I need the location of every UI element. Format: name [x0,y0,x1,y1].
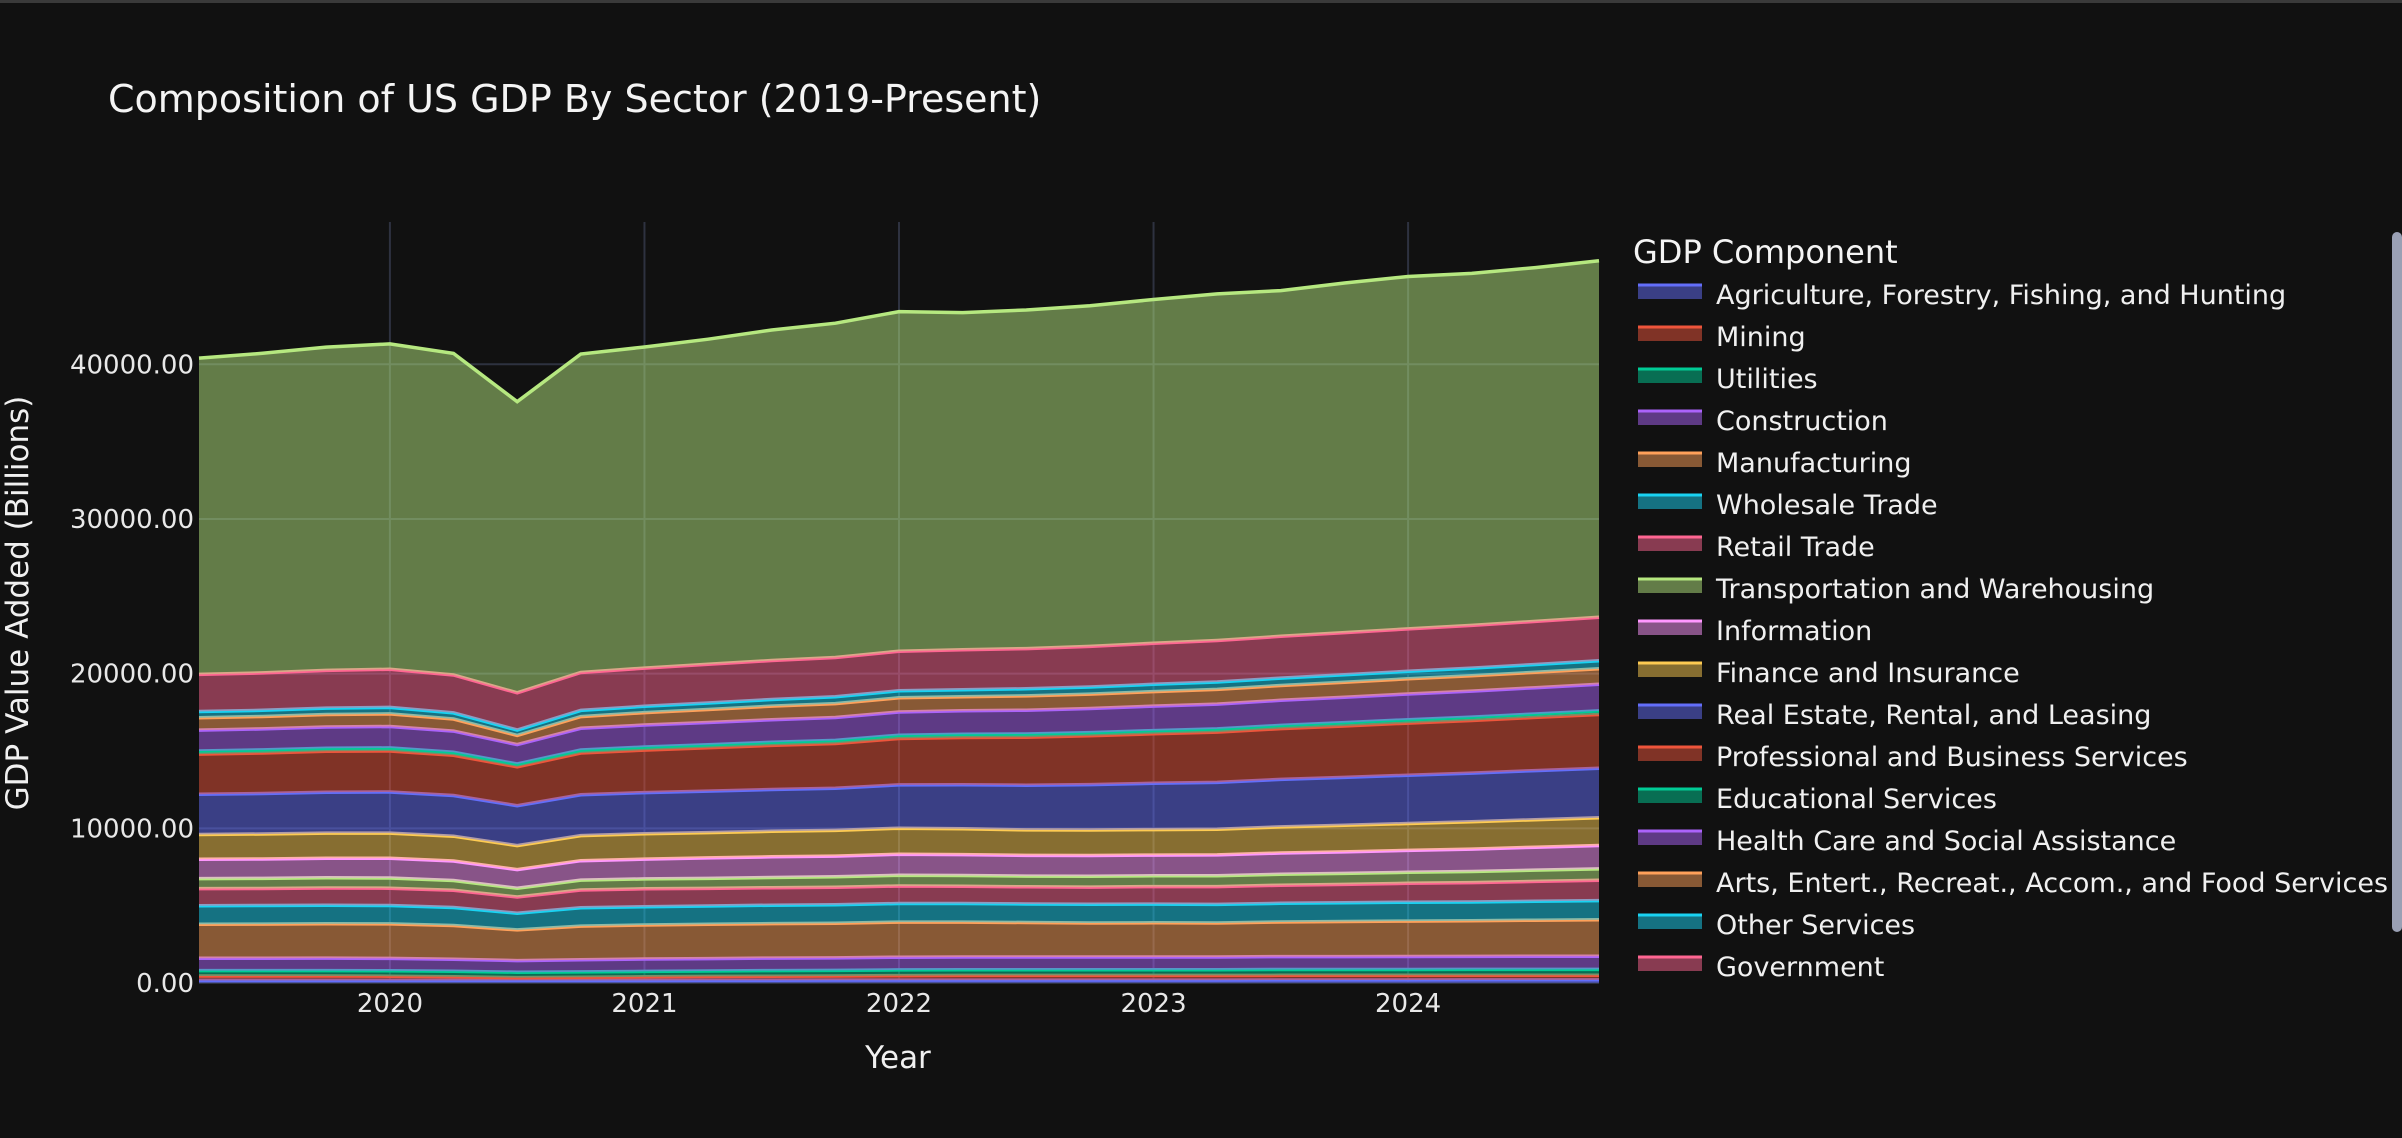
legend-swatch [1638,369,1702,383]
legend-swatch [1638,831,1702,845]
legend[interactable]: Agriculture, Forestry, Fishing, and Hunt… [1638,280,2388,983]
legend-label: Real Estate, Rental, and Leasing [1716,700,2151,731]
legend-item[interactable]: Finance and Insurance [1638,658,2020,689]
legend-swatch [1638,327,1702,341]
legend-item[interactable]: Agriculture, Forestry, Fishing, and Hunt… [1638,280,2286,311]
legend-item[interactable]: Retail Trade [1638,532,1875,563]
x-tick-label: 2022 [866,989,932,1019]
legend-swatch [1638,621,1702,635]
legend-item[interactable]: Government [1638,952,1884,983]
legend-label: Utilities [1716,364,1818,395]
legend-item[interactable]: Wholesale Trade [1638,490,1938,521]
chart-title: Composition of US GDP By Sector (2019-Pr… [108,77,1041,121]
legend-swatch [1638,285,1702,299]
area-8[interactable] [199,845,1599,889]
legend-label: Government [1716,952,1884,983]
area-17[interactable] [199,260,1599,693]
legend-item[interactable]: Health Care and Social Assistance [1638,826,2176,857]
legend-label: Educational Services [1716,784,1997,815]
legend-label: Transportation and Warehousing [1715,574,2154,605]
legend-swatch [1638,495,1702,509]
legend-item[interactable]: Educational Services [1638,784,1997,815]
legend-item[interactable]: Real Estate, Rental, and Leasing [1638,700,2151,731]
y-tick-label: 10000.00 [70,814,194,844]
legend-swatch [1638,873,1702,887]
legend-swatch [1638,789,1702,803]
legend-label: Professional and Business Services [1716,742,2188,773]
legend-label: Information [1716,616,1872,647]
legend-label: Arts, Entert., Recreat., Accom., and Foo… [1716,868,2388,899]
x-axis-title: Year [864,1040,931,1076]
legend-item[interactable]: Construction [1638,406,1888,437]
legend-item[interactable]: Manufacturing [1638,448,1912,479]
legend-swatch [1638,747,1702,761]
legend-label: Mining [1716,322,1806,353]
legend-swatch [1638,957,1702,971]
legend-swatch [1638,411,1702,425]
legend-title: GDP Component [1633,233,1898,271]
y-tick-label: 40000.00 [70,350,194,380]
y-tick-label: 0.00 [136,969,194,999]
area-series[interactable] [198,258,1600,983]
area-10[interactable] [199,768,1599,846]
legend-label: Health Care and Social Assistance [1716,826,2176,857]
y-tick-label: 20000.00 [70,660,194,690]
x-tick-label: 2024 [1375,989,1441,1019]
legend-scrollbar[interactable] [2392,232,2402,932]
area-6[interactable] [199,880,1599,914]
legend-item[interactable]: Mining [1638,322,1806,353]
legend-swatch [1638,579,1702,593]
legend-label: Finance and Insurance [1716,658,2020,689]
legend-item[interactable]: Utilities [1638,364,1818,395]
legend-swatch [1638,663,1702,677]
area-16[interactable] [199,617,1599,730]
legend-item[interactable]: Professional and Business Services [1638,742,2188,773]
legend-item[interactable]: Transportation and Warehousing [1638,574,2154,605]
legend-swatch [1638,915,1702,929]
legend-label: Manufacturing [1716,448,1912,479]
area-11[interactable] [199,714,1599,806]
legend-label: Wholesale Trade [1716,490,1938,521]
legend-label: Other Services [1716,910,1915,941]
area-13[interactable] [199,684,1599,764]
legend-label: Agriculture, Forestry, Fishing, and Hunt… [1716,280,2286,311]
legend-label: Retail Trade [1716,532,1875,563]
area-2[interactable] [199,969,1599,978]
legend-swatch [1638,453,1702,467]
x-tick-label: 2023 [1120,989,1186,1019]
series-line-17[interactable] [198,258,1600,404]
legend-item[interactable]: Arts, Entert., Recreat., Accom., and Foo… [1638,868,2388,899]
y-axis-title: GDP Value Added (Billions) [0,396,36,811]
top-border [0,0,2402,3]
x-axis-ticks: 2020 2021 2022 2023 2024 [357,989,1441,1019]
y-axis-ticks: 0.00 10000.00 20000.00 30000.00 40000.00 [70,350,194,999]
area-4[interactable] [199,919,1599,961]
legend-item[interactable]: Information [1638,616,1872,647]
legend-item[interactable]: Other Services [1638,910,1915,941]
x-tick-label: 2020 [357,989,423,1019]
area-9[interactable] [199,817,1599,870]
area-5[interactable] [199,900,1599,930]
legend-label: Construction [1716,406,1888,437]
legend-swatch [1638,705,1702,719]
legend-swatch [1638,537,1702,551]
y-tick-label: 30000.00 [70,505,194,535]
x-tick-label: 2021 [611,989,677,1019]
